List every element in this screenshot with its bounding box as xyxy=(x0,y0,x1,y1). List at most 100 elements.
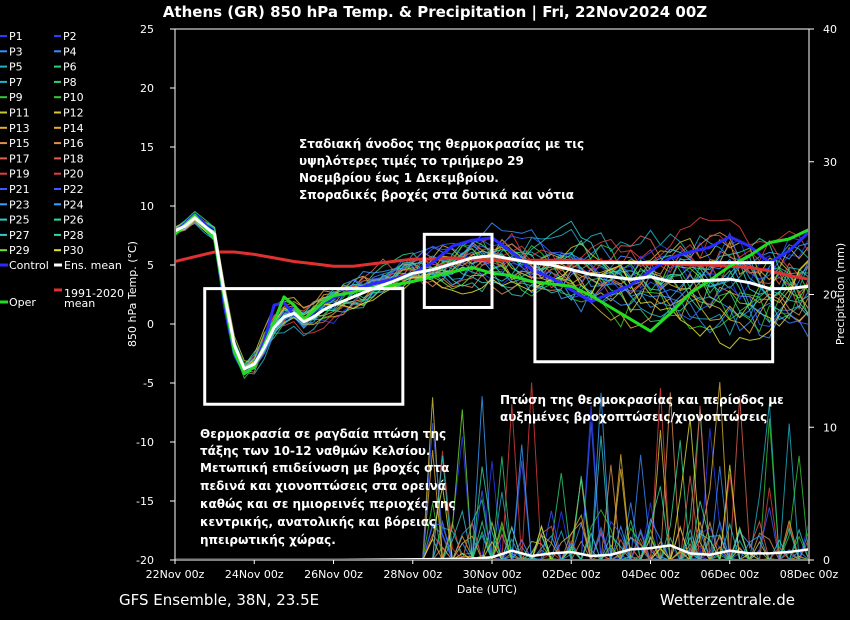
legend-label: P30 xyxy=(63,244,84,257)
main-series xyxy=(176,212,808,559)
legend-label: P6 xyxy=(63,61,77,74)
legend-label: P13 xyxy=(9,122,30,135)
annotation-top-line-4: Σποραδικές βροχές στα δυτικά και νότια xyxy=(299,188,574,202)
precip-member-P1 xyxy=(481,405,731,559)
annotation-left-line-2: τάξης των 10-12 ναθμών Κελσίου. xyxy=(200,444,431,458)
annotation-left-line-5: καθώς και σε ημιορεινές περιοχές της xyxy=(200,497,456,511)
legend: P1 P2 P3 P4 P5 P6 P7 P8 P9 P10 P11 P12 P13 P14 P15 P16 P… xyxy=(0,30,124,310)
precip-ens-mean-line xyxy=(176,544,808,559)
precip-member-P18 xyxy=(422,395,799,559)
legend-label: P29 xyxy=(9,244,30,257)
y-tick-label: 0 xyxy=(147,318,154,331)
annotation-right-line-2: αυξημένες βροχοπτώσεις/χιονοπτώσεις xyxy=(500,410,767,424)
precip-member-P25 xyxy=(442,435,808,559)
legend-label: P28 xyxy=(63,229,84,242)
precip-member-P28 xyxy=(471,440,800,559)
legend-label: P23 xyxy=(9,198,30,211)
y-tick-label: 10 xyxy=(140,200,154,213)
legend-label: P7 xyxy=(9,76,23,89)
y2-tick-label: 0 xyxy=(823,554,830,567)
footer-model-info: GFS Ensemble, 38N, 23.5E xyxy=(119,591,319,609)
annotation-left-line-3: Μετωπική επιδείνωση με βροχές στα xyxy=(200,461,449,475)
y-tick-label: -10 xyxy=(136,436,154,449)
y-tick-label: -15 xyxy=(136,495,154,508)
x-tick-label: 02Dec 00z xyxy=(542,568,601,581)
x-tick-label: 04Dec 00z xyxy=(621,568,680,581)
y2-tick-label: 40 xyxy=(823,23,837,36)
footer-site: Wetterzentrale.de xyxy=(660,591,795,609)
y-axis-label: 850 hPa Temp. (°C) xyxy=(126,241,139,347)
annotation-left: Θερμοκρασία σε ραγδαία πτώση της τάξης τ… xyxy=(200,427,456,547)
legend-label: P15 xyxy=(9,137,30,150)
x-tick-label: 30Nov 00z xyxy=(463,568,522,581)
legend-label: P2 xyxy=(63,30,77,43)
precip-member-P20 xyxy=(462,387,800,559)
x-tick-label: 26Nov 00z xyxy=(304,568,363,581)
annotation-top-line-2: υψηλότερες τιμές το τριήμερο 29 xyxy=(299,154,524,168)
precip-member-P19 xyxy=(432,382,741,559)
legend-label: P26 xyxy=(63,214,84,227)
y2-axis-label: Precipitation (mm) xyxy=(834,243,847,345)
precip-member-P22 xyxy=(422,423,780,559)
precip-member-P13 xyxy=(422,450,730,559)
annotation-top-line-3: Νοεμβρίου έως 1 Δεκεμβρίου. xyxy=(299,171,499,185)
annotation-left-line-1: Θερμοκρασία σε ραγδαία πτώση της xyxy=(200,427,446,441)
y-tick-label: -20 xyxy=(136,554,154,567)
legend-label: P16 xyxy=(63,137,84,150)
annotation-right: Πτώση της θερμοκρασίας και περίοδος με α… xyxy=(500,393,784,424)
annotation-left-line-6: κεντρικής, ανατολικής και βόρειας xyxy=(200,515,436,529)
legend-label: P5 xyxy=(9,61,23,74)
legend-label: P8 xyxy=(63,76,77,89)
legend-label-line-1: 1991-2020 xyxy=(64,287,124,300)
highlight-box-1 xyxy=(203,287,405,406)
y2-tick-label: 10 xyxy=(823,421,837,434)
x-tick-label: 08Dec 00z xyxy=(780,568,839,581)
legend-label: P25 xyxy=(9,214,30,227)
oper-line xyxy=(176,213,808,376)
legend-label: P14 xyxy=(63,122,84,135)
legend-label: P3 xyxy=(9,45,23,58)
legend-label: P27 xyxy=(9,229,30,242)
chart-title: Athens (GR) 850 hPa Temp. & Precipitatio… xyxy=(163,3,707,22)
precip-member-P2 xyxy=(442,436,808,559)
y2-tick-label: 20 xyxy=(823,289,837,302)
y-axis-right: 40 30 20 10 0 xyxy=(809,23,837,567)
legend-label: P18 xyxy=(63,152,84,165)
legend-label: P12 xyxy=(63,107,84,120)
legend-label: P21 xyxy=(9,183,30,196)
legend-label: P1 xyxy=(9,30,23,43)
x-axis-label: Date (UTC) xyxy=(457,583,517,596)
legend-label: P19 xyxy=(9,168,30,181)
legend-label: P9 xyxy=(9,91,23,104)
highlight-box-2 xyxy=(422,232,494,309)
legend-label: P10 xyxy=(63,91,84,104)
x-tick-label: 24Nov 00z xyxy=(225,568,284,581)
highlight-boxes xyxy=(203,232,775,406)
annotation-left-line-4: πεδινά και χιονοπτώσεις στα ορεινά xyxy=(200,479,446,493)
annotation-top-line-1: Σταδιακή άνοδος της θερμοκρασίας με τις xyxy=(299,137,584,151)
y-tick-label: 25 xyxy=(140,23,154,36)
legend-label: P17 xyxy=(9,152,30,165)
y-tick-label: -5 xyxy=(143,377,154,390)
y-tick-label: 15 xyxy=(140,141,154,154)
x-axis: 22Nov 00z 24Nov 00z 26Nov 00z 28Nov 00z 30No… xyxy=(146,560,839,581)
legend-label: P24 xyxy=(63,198,84,211)
precip-member-P14 xyxy=(422,381,800,559)
precip-member-P26 xyxy=(471,466,805,559)
legend-label: Control xyxy=(9,259,49,272)
x-tick-label: 28Nov 00z xyxy=(383,568,442,581)
x-tick-label: 06Dec 00z xyxy=(700,568,759,581)
precip-member-P30 xyxy=(422,417,759,559)
legend-label: P20 xyxy=(63,168,84,181)
legend-label: Ens. mean xyxy=(64,259,122,272)
highlight-box-3 xyxy=(533,261,775,364)
x-tick-label: 22Nov 00z xyxy=(146,568,205,581)
precip-member-P24 xyxy=(471,392,760,559)
y-tick-label: 20 xyxy=(140,82,154,95)
legend-label: P4 xyxy=(63,45,77,58)
annotation-right-line-1: Πτώση της θερμοκρασίας και περίοδος με xyxy=(500,393,784,407)
annotation-left-line-7: ηπειρωτικής χώρας. xyxy=(200,533,336,547)
annotation-top: Σταδιακή άνοδος της θερμοκρασίας με τις … xyxy=(299,137,584,202)
y-axis-left: 25 20 15 10 5 0 -5 -10 -15 -20 xyxy=(136,23,175,567)
